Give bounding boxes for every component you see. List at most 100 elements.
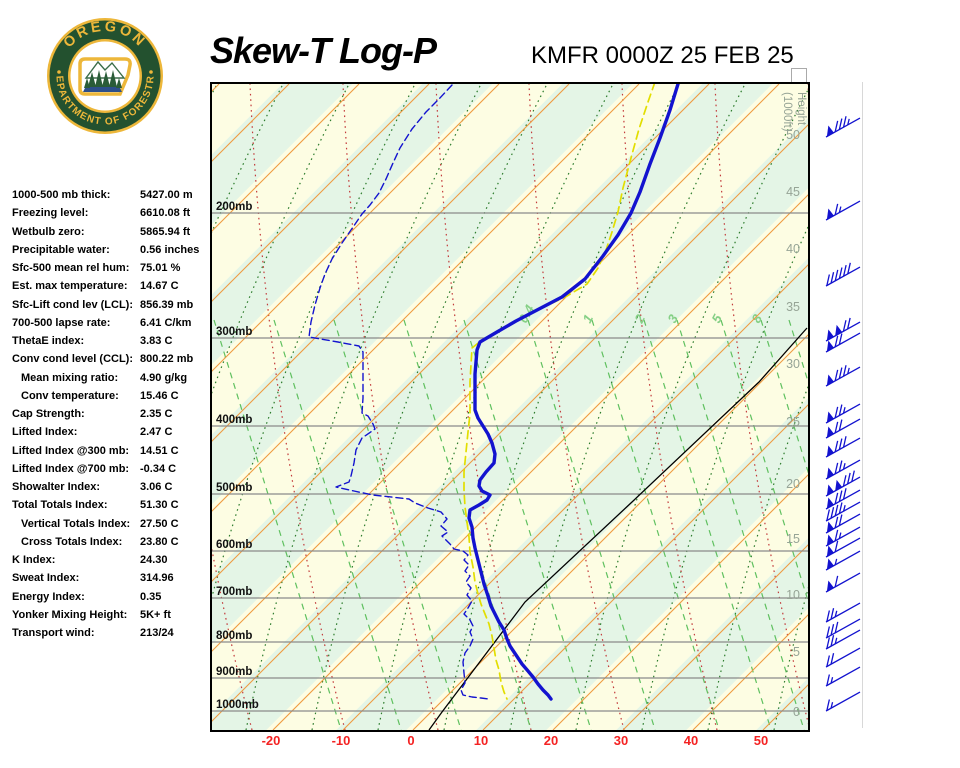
logo-state-art	[78, 57, 132, 96]
svg-text:8: 8	[748, 311, 765, 325]
svg-text:50: 50	[786, 128, 800, 142]
logo-separator-dot	[57, 70, 61, 74]
stat-row: Lifted Index @700 mb: -0.34 C	[12, 460, 212, 478]
svg-text:15: 15	[786, 532, 800, 546]
svg-text:300mb: 300mb	[216, 326, 252, 338]
stat-value: 75.01 %	[140, 262, 181, 275]
stat-row: Est. max temperature: 14.67 C	[12, 277, 212, 295]
stat-value: 5865.94 ft	[140, 225, 191, 238]
stat-label: Wetbulb zero:	[12, 225, 85, 238]
stat-label: Sfc-500 mean rel hum:	[12, 262, 130, 275]
stat-value: 4.90 g/kg	[140, 371, 188, 384]
stat-row: 1000-500 mb thick: 5427.00 m	[12, 186, 212, 204]
skewt-chart: 0.4 1 2 3 5 8 200mb 300mb 400mb 500mb 600mb 700mb 80…	[210, 82, 810, 732]
stat-row: ThetaE index: 3.83 C	[12, 332, 212, 350]
svg-text:35: 35	[786, 300, 800, 314]
svg-text:45: 45	[786, 185, 800, 199]
stat-row: 700-500 lapse rate: 6.41 C/km	[12, 314, 212, 332]
svg-text:400mb: 400mb	[216, 414, 252, 426]
stat-label: Total Totals Index:	[12, 499, 108, 512]
stat-label: Transport wind:	[12, 627, 95, 640]
svg-text:700mb: 700mb	[216, 586, 252, 598]
stat-row: Sfc-Lift cond lev (LCL): 856.39 mb	[12, 296, 212, 314]
stat-row: Wetbulb zero: 5865.94 ft	[12, 223, 212, 241]
page-title: Skew-T Log-P	[210, 30, 437, 71]
stat-value: 0.35	[140, 590, 162, 603]
stat-label: Precipitable water:	[12, 243, 110, 256]
stat-label: Cross Totals Index:	[21, 535, 123, 548]
svg-text:900mb: 900mb	[216, 666, 252, 678]
svg-text:0.4: 0.4	[515, 302, 537, 326]
stat-value: 856.39 mb	[140, 298, 194, 311]
stat-row: Sweat Index: 314.96	[12, 569, 212, 587]
stat-label: Conv cond level (CCL):	[12, 353, 134, 366]
stats-panel: 1000-500 mb thick: 5427.00 m Freezing leve…	[12, 186, 212, 642]
x-axis-tick-label: 0	[407, 733, 415, 748]
stat-label: Freezing level:	[12, 207, 89, 220]
stat-label: Yonker Mixing Height:	[12, 608, 128, 621]
stat-label: Vertical Totals Index:	[21, 517, 131, 530]
stat-label: K Index:	[12, 554, 56, 567]
stat-value: 6610.08 ft	[140, 207, 191, 220]
stat-row: K Index: 24.30	[12, 551, 212, 569]
stat-label: ThetaE index:	[12, 335, 85, 348]
x-axis-tick-label: 30	[613, 733, 629, 748]
stat-value: 27.50 C	[140, 517, 179, 530]
stat-value: -0.34 C	[140, 462, 177, 475]
stat-row: Vertical Totals Index: 27.50 C	[12, 515, 212, 533]
x-axis-tick-label: -10	[331, 733, 351, 748]
stat-value: 3.83 C	[140, 335, 173, 348]
svg-text:10: 10	[786, 588, 800, 602]
stat-label: Showalter Index:	[12, 481, 101, 494]
stat-row: Energy Index: 0.35	[12, 588, 212, 606]
stat-row: Showalter Index: 3.06 C	[12, 478, 212, 496]
svg-text:5: 5	[793, 645, 800, 659]
stat-row: Transport wind: 213/24	[12, 624, 212, 642]
stat-label: Cap Strength:	[12, 408, 85, 421]
stat-value: 5427.00 m	[140, 189, 193, 202]
svg-text:3: 3	[664, 311, 681, 325]
stat-value: 2.35 C	[140, 408, 173, 421]
stat-value: 3.06 C	[140, 481, 173, 494]
stat-value: 6.41 C/km	[140, 316, 192, 329]
stat-label: Sfc-Lift cond lev (LCL):	[12, 298, 133, 311]
stat-value: 5K+ ft	[140, 608, 171, 621]
stat-label: Lifted Index @300 mb:	[12, 444, 130, 457]
stat-row: Total Totals Index: 51.30 C	[12, 496, 212, 514]
svg-text:0: 0	[793, 705, 800, 719]
stat-row: Sfc-500 mean rel hum: 75.01 %	[12, 259, 212, 277]
wind-barbs-svg	[825, 116, 861, 712]
svg-text:1: 1	[579, 312, 596, 325]
svg-text:40: 40	[786, 242, 800, 256]
stat-label: Conv temperature:	[21, 389, 119, 402]
stat-label: Mean mixing ratio:	[21, 371, 119, 384]
station-id: KMFR 0000Z 25 FEB 25	[531, 42, 794, 69]
stat-row: Precipitable water: 0.56 inches	[12, 241, 212, 259]
stat-value: 314.96	[140, 572, 174, 585]
stat-value: 51.30 C	[140, 499, 179, 512]
stat-value: 0.56 inches	[140, 243, 200, 256]
svg-text:30: 30	[786, 357, 800, 371]
odf-logo: OREGON DEPARTMENT OF FORESTRY	[42, 12, 163, 134]
x-axis-tick-label: 10	[473, 733, 489, 748]
stat-value: 15.46 C	[140, 389, 179, 402]
stat-value: 23.80 C	[140, 535, 179, 548]
x-axis-tick-label: -20	[261, 733, 281, 748]
stat-row: Lifted Index: 2.47 C	[12, 423, 212, 441]
stat-row: Cap Strength: 2.35 C	[12, 405, 212, 423]
stat-label: Sweat Index:	[12, 572, 80, 585]
svg-text:5: 5	[708, 311, 725, 325]
svg-text:1000mb: 1000mb	[216, 699, 259, 711]
x-axis-tick-label: 20	[543, 733, 559, 748]
svg-text:20: 20	[786, 477, 800, 491]
stat-row: Yonker Mixing Height: 5K+ ft	[12, 606, 212, 624]
svg-text:200mb: 200mb	[216, 201, 252, 213]
stat-label: Est. max temperature:	[12, 280, 128, 293]
stat-label: Energy Index:	[12, 590, 85, 603]
stat-label: Lifted Index @700 mb:	[12, 462, 130, 475]
skewt-chart-svg: 0.4 1 2 3 5 8200mb300mb400mb500mb600mb700mb80…	[212, 84, 808, 730]
stat-row: Cross Totals Index: 23.80 C	[12, 533, 212, 551]
logo-separator-dot	[149, 70, 153, 74]
svg-text:800mb: 800mb	[216, 630, 252, 642]
